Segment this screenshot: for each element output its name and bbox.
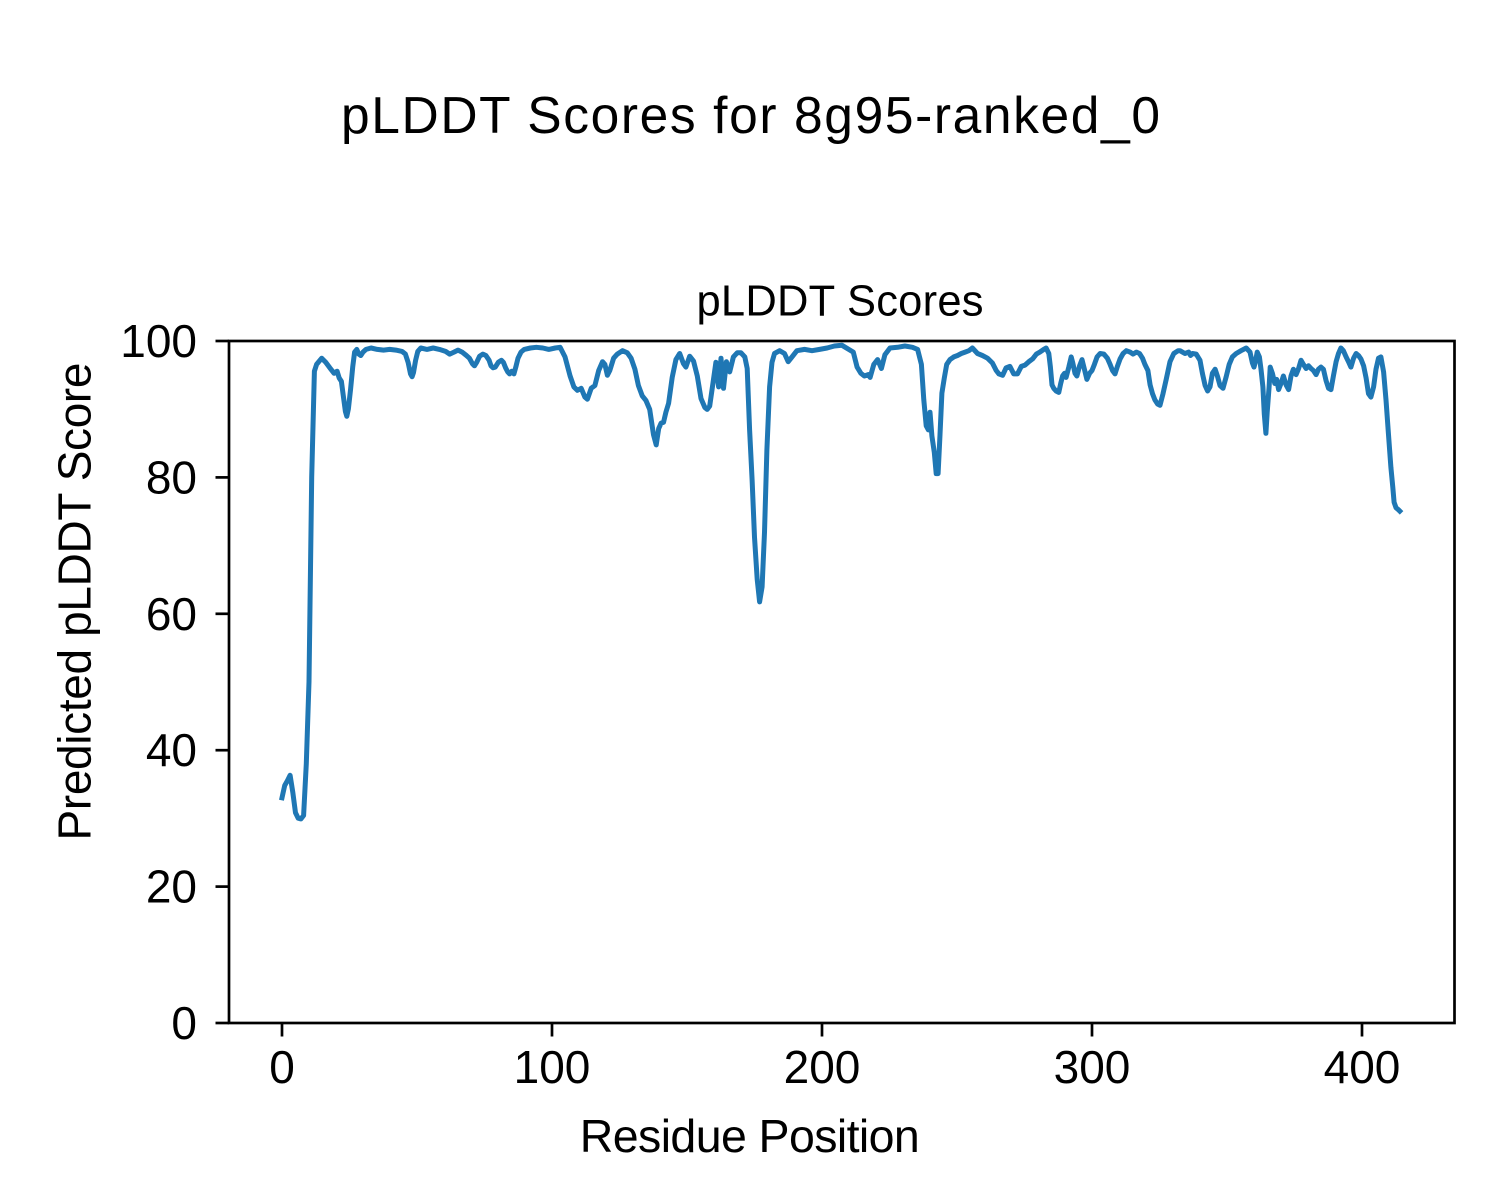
svg-text:20: 20 [146, 861, 197, 913]
svg-text:80: 80 [146, 451, 197, 503]
svg-text:0: 0 [269, 1041, 295, 1093]
svg-text:40: 40 [146, 724, 197, 776]
svg-text:Predicted pLDDT Score: Predicted pLDDT Score [49, 363, 101, 841]
svg-text:400: 400 [1324, 1041, 1401, 1093]
svg-text:Residue Position: Residue Position [580, 1110, 920, 1162]
svg-text:pLDDT Scores: pLDDT Scores [697, 278, 984, 326]
svg-text:200: 200 [784, 1041, 861, 1093]
svg-text:100: 100 [514, 1041, 591, 1093]
svg-text:0: 0 [171, 997, 197, 1049]
svg-text:300: 300 [1054, 1041, 1131, 1093]
svg-text:100: 100 [120, 315, 197, 367]
svg-text:60: 60 [146, 588, 197, 640]
svg-text:pLDDT Scores for 8g95-ranked_0: pLDDT Scores for 8g95-ranked_0 [341, 86, 1160, 144]
